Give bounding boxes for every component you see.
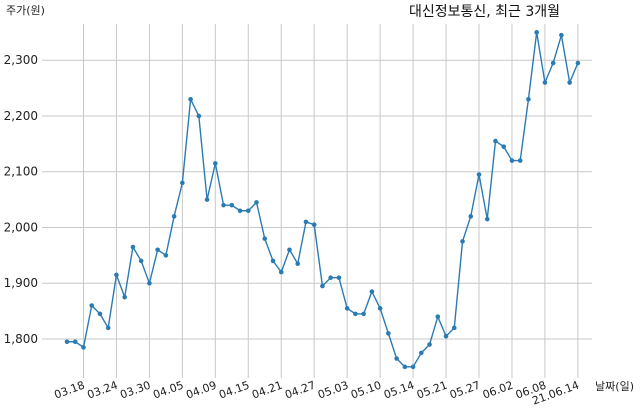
x-tick-label: 05.21 [415, 379, 449, 402]
data-point [484, 216, 490, 222]
data-point [221, 202, 226, 208]
data-point [270, 258, 276, 264]
data-point [526, 96, 531, 102]
data-point [377, 306, 383, 311]
x-axis-label: 날짜(일) [595, 379, 634, 393]
x-tick-label: 04.21 [250, 379, 284, 402]
data-point [410, 364, 416, 370]
data-point [501, 144, 507, 149]
data-point [237, 208, 243, 214]
x-tick-label: 05.03 [316, 379, 350, 402]
data-point [517, 158, 523, 163]
data-point [369, 289, 375, 294]
x-tick-label: 04.15 [217, 379, 251, 402]
y-tick-label: 1,800 [4, 332, 38, 346]
data-point [138, 258, 144, 264]
data-point [81, 345, 86, 350]
data-point [468, 214, 474, 219]
y-tick-label: 2,100 [4, 165, 38, 179]
x-tick-label: 04.09 [184, 379, 218, 402]
data-point [460, 239, 465, 244]
data-point [344, 306, 350, 311]
data-point [443, 333, 449, 339]
data-point [336, 275, 342, 280]
data-points [64, 30, 581, 370]
data-point [328, 275, 333, 280]
y-axis-label: 주가(원) [6, 4, 45, 17]
data-point [122, 294, 127, 300]
data-point [509, 158, 515, 163]
data-point [64, 339, 70, 345]
data-point [130, 244, 136, 250]
data-point [451, 325, 457, 331]
data-point [155, 247, 160, 253]
y-tick-labels: 1,800 1,900 2,000 2,100 2,200 2,300 [4, 53, 38, 346]
chart-title: 대신정보통신, 최근 3개월 [409, 4, 560, 20]
data-point [188, 96, 193, 102]
y-tick-label: 2,000 [4, 220, 38, 234]
data-point [180, 180, 185, 186]
data-point [72, 339, 78, 345]
data-point [89, 303, 95, 308]
x-tick-label: 04.27 [283, 379, 317, 402]
data-point [278, 269, 284, 275]
data-point [476, 172, 482, 177]
data-point [105, 325, 111, 331]
x-tick-label: 03.18 [52, 379, 86, 402]
data-point [361, 311, 366, 317]
x-tick-label: 04.05 [151, 379, 185, 402]
data-point [320, 283, 325, 289]
data-point [303, 219, 309, 225]
data-point [353, 311, 358, 317]
x-tick-label: 05.27 [448, 379, 482, 402]
data-point [262, 236, 268, 241]
data-point [386, 331, 391, 336]
data-point [295, 261, 301, 267]
x-tick-label: 05.14 [382, 379, 416, 402]
data-point [493, 138, 498, 144]
data-point [427, 342, 432, 347]
data-point [559, 32, 564, 38]
data-point [163, 253, 169, 258]
data-point [196, 113, 202, 119]
data-point [213, 161, 218, 166]
y-tick-label: 1,900 [4, 276, 38, 290]
x-tick-label: 03.30 [118, 379, 152, 402]
y-tick-label: 2,300 [4, 53, 38, 67]
data-point [311, 222, 317, 227]
data-point [402, 364, 408, 370]
data-point [287, 247, 292, 253]
series-line [67, 32, 579, 368]
x-tick-label: 06.02 [481, 379, 515, 402]
data-point [394, 356, 399, 361]
data-point [147, 280, 152, 286]
data-point [245, 208, 251, 214]
data-point [567, 80, 572, 85]
data-point [229, 202, 235, 208]
data-point [97, 311, 103, 317]
x-tick-label: 03.24 [85, 379, 119, 402]
data-point [575, 60, 581, 66]
data-point [550, 60, 556, 66]
data-point [204, 197, 210, 202]
data-point [542, 80, 548, 85]
gridlines [42, 24, 592, 378]
data-point [171, 214, 177, 219]
data-point [254, 200, 259, 205]
data-point [534, 30, 539, 35]
data-point [114, 272, 119, 278]
x-tick-label: 05.10 [349, 379, 383, 402]
x-tick-labels: 03.1803.2403.3004.0504.0904.1504.2104.27… [52, 379, 580, 408]
data-point [435, 314, 441, 319]
data-point [419, 350, 424, 356]
y-tick-label: 2,200 [4, 109, 38, 123]
